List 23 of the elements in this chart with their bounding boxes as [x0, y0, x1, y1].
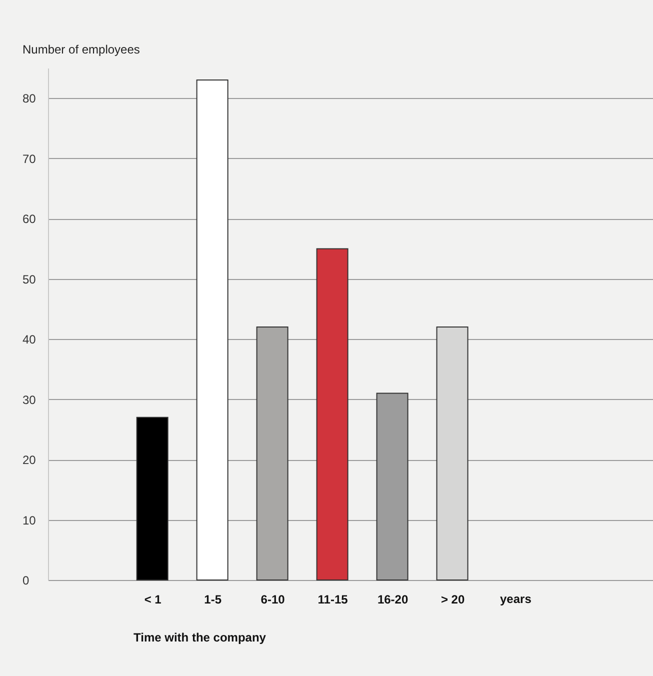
x-tick-label: 1-5 — [204, 592, 222, 606]
y-tick-label: 30 — [22, 392, 36, 407]
x-tick-label: 6-10 — [260, 592, 286, 606]
x-tick-label: 16-20 — [377, 592, 408, 606]
bar — [436, 326, 468, 580]
y-tick-label: 0 — [22, 574, 30, 588]
bar — [316, 248, 348, 580]
y-axis-title: Number of employees — [22, 42, 140, 56]
x-axis-title: Time with the company — [134, 630, 266, 644]
y-tick-label: 60 — [22, 212, 36, 226]
x-tick-label: > 20 — [440, 592, 465, 606]
y-tick-label: 80 — [22, 92, 36, 106]
y-tick-label: 50 — [22, 272, 36, 286]
y-tick-label: 40 — [22, 332, 36, 347]
bar — [136, 416, 168, 580]
bar — [196, 80, 228, 580]
x-tick-label: < 1 — [144, 592, 162, 606]
bar — [256, 326, 288, 580]
y-tick-label: 70 — [22, 152, 36, 166]
text: years — [500, 592, 532, 606]
y-tick-label: 10 — [22, 513, 36, 528]
x-tick-label: 11-15 — [318, 592, 348, 606]
y-tick-label: 20 — [22, 453, 36, 468]
